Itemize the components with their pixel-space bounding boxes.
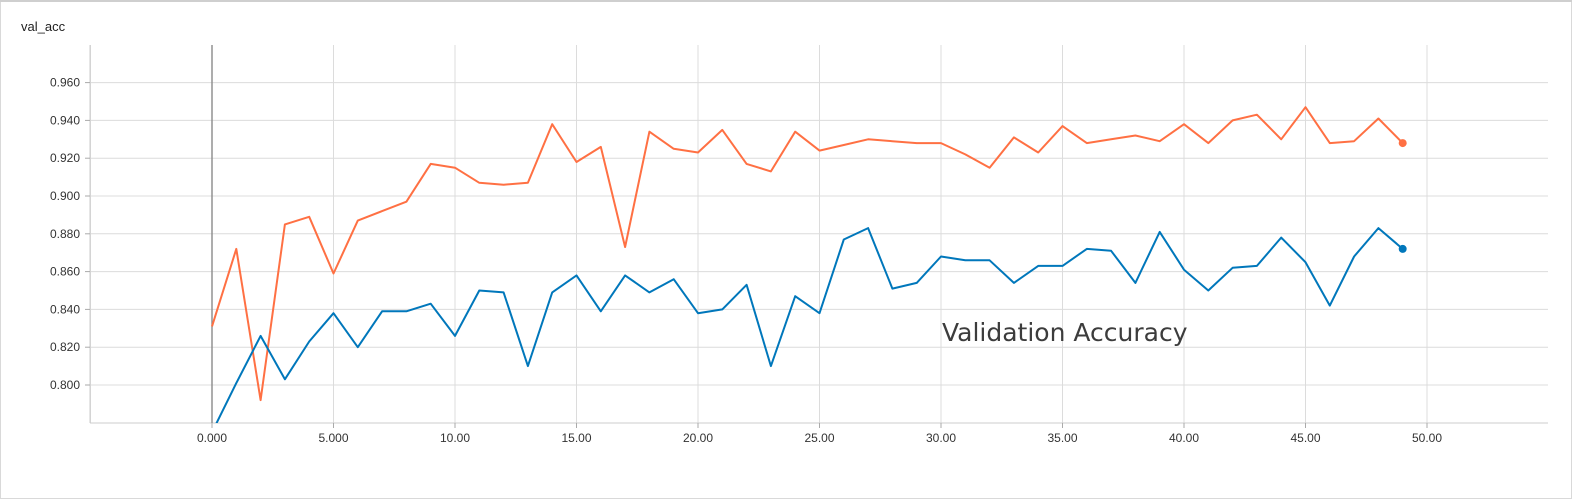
card-top-border — [0, 0, 1572, 2]
series-end-point[interactable] — [1398, 139, 1407, 148]
y-tick-label: 0.800 — [50, 378, 80, 392]
x-tick-label: 15.00 — [561, 431, 591, 445]
y-tick-label: 0.820 — [50, 340, 80, 354]
x-tick-label: 10.00 — [440, 431, 470, 445]
series-line[interactable] — [211, 106, 1404, 402]
y-tick-label: 0.860 — [50, 265, 80, 279]
y-tick-label: 0.920 — [50, 151, 80, 165]
x-tick-label: 0.000 — [197, 431, 227, 445]
y-axis-ticks: 0.800 0.820 0.840 0.860 0.880 0.900 0.920 0.940… — [50, 76, 90, 392]
x-tick-label: 40.00 — [1169, 431, 1199, 445]
x-axis-ticks: 0.000 5.000 10.00 15.00 20.00 25.00 30.00 35.00… — [197, 423, 1442, 445]
series-2[interactable] — [212, 227, 1407, 432]
y-tick-label: 0.880 — [50, 227, 80, 241]
y-tick-label: 0.940 — [50, 113, 80, 127]
series-end-point[interactable] — [1398, 244, 1407, 253]
x-tick-label: 50.00 — [1412, 431, 1442, 445]
x-tick-label: 25.00 — [804, 431, 834, 445]
x-tick-label: 5.000 — [318, 431, 348, 445]
x-tick-label: 35.00 — [1047, 431, 1077, 445]
series-1[interactable] — [211, 106, 1407, 402]
y-tick-label: 0.960 — [50, 76, 80, 90]
y-tick-label: 0.900 — [50, 189, 80, 203]
series-layer — [211, 106, 1407, 432]
x-tick-label: 30.00 — [926, 431, 956, 445]
chart-annotation: Validation Accuracy — [942, 318, 1188, 347]
y-tick-label: 0.840 — [50, 302, 80, 316]
y-gridlines — [90, 82, 1548, 386]
x-tick-label: 20.00 — [683, 431, 713, 445]
series-line[interactable] — [212, 227, 1404, 432]
chart-title: val_acc — [21, 19, 66, 34]
x-tick-label: 45.00 — [1290, 431, 1320, 445]
